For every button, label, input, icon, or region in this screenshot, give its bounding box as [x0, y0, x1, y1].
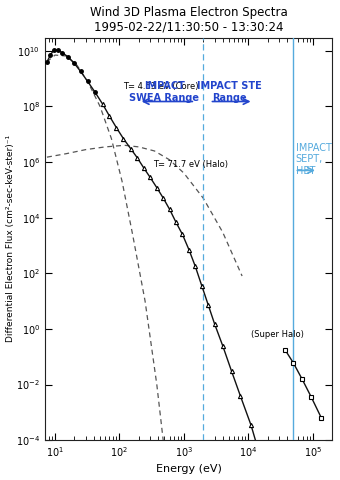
Text: T= 4.53 eV (Core): T= 4.53 eV (Core): [123, 82, 199, 91]
Text: IMPACT
SWEA Range: IMPACT SWEA Range: [130, 81, 200, 103]
Text: (Super Halo): (Super Halo): [251, 330, 304, 339]
Text: T= 71.7 eV (Halo): T= 71.7 eV (Halo): [153, 160, 228, 169]
Title: Wind 3D Plasma Electron Spectra
1995-02-22/11:30:50 - 13:30:24: Wind 3D Plasma Electron Spectra 1995-02-…: [90, 6, 288, 34]
Y-axis label: Differential Electron Flux (cm²-sec-keV-ster)⁻¹: Differential Electron Flux (cm²-sec-keV-…: [5, 135, 15, 342]
X-axis label: Energy (eV): Energy (eV): [156, 465, 222, 474]
Text: IMPACT
SEPT,
HET: IMPACT SEPT, HET: [295, 143, 332, 176]
Text: IMPACT STE
Range: IMPACT STE Range: [197, 81, 261, 103]
